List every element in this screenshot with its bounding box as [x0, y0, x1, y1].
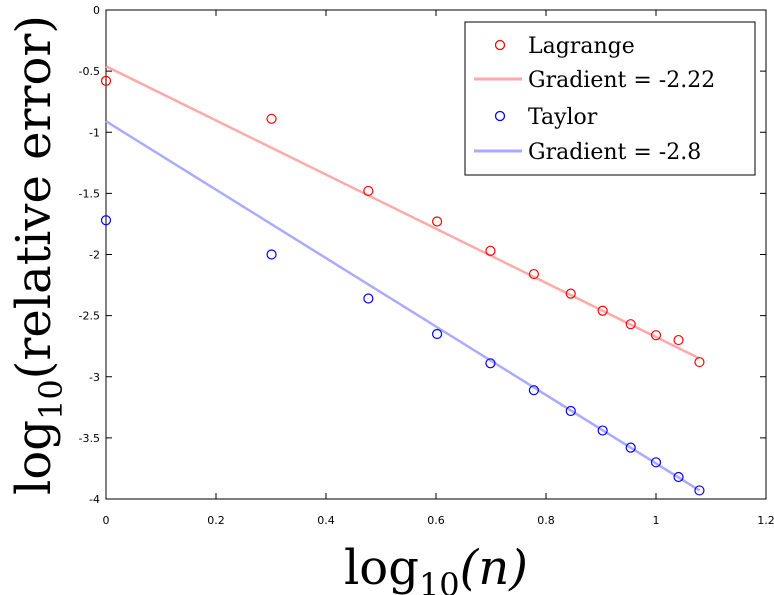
data-point-2-1	[266, 249, 277, 260]
legend-marker-taylor	[494, 110, 506, 122]
y-axis-ticks: 0 -0.5 -1 -1.5 -2 -2.5 -3 -3.5 -4	[79, 4, 766, 506]
y-tick-label-1: -0.5	[79, 65, 100, 78]
x-axis-title: log10(n)	[344, 540, 528, 595]
data-point-0-4	[485, 245, 496, 256]
fit-line-1	[105, 65, 701, 360]
data-points	[100, 75, 705, 496]
data-point-2-6	[565, 405, 576, 417]
data-point-0-7	[597, 305, 608, 316]
data-point-0-0	[100, 75, 112, 87]
data-point-0-2	[363, 185, 374, 197]
y-axis-title: log10(relative error)	[6, 15, 70, 495]
data-point-0-3	[432, 216, 443, 227]
data-point-2-0	[100, 215, 112, 226]
y-tick-label-2: -1	[89, 126, 100, 139]
y-axis-title-main: log	[6, 420, 62, 495]
data-point-2-11	[694, 485, 705, 496]
x-tick-label-5: 1	[653, 514, 660, 527]
data-point-0-6	[565, 288, 576, 299]
legend-label-taylor-fit: Gradient = -2.8	[528, 140, 701, 165]
x-tick-label-4: 0.8	[537, 514, 555, 527]
y-axis-title-sub: 10	[32, 379, 70, 420]
legend-label-taylor: Taylor	[528, 105, 598, 130]
x-axis-ticks: 0 0.2 0.4 0.6 0.8 1 1.2	[103, 10, 774, 527]
svg-text:log10(n): log10(n)	[344, 540, 528, 595]
x-axis-title-main: log	[344, 540, 419, 595]
legend-label-lagrange-fit: Gradient = -2.22	[528, 68, 715, 93]
x-tick-label-1: 0.2	[207, 514, 225, 527]
x-tick-label-3: 0.6	[427, 514, 445, 527]
legend-marker-lagrange	[494, 39, 506, 51]
fit-lines	[105, 65, 701, 492]
data-point-0-5	[528, 268, 540, 280]
data-point-2-8	[625, 442, 636, 453]
data-point-2-5	[528, 385, 540, 396]
legend-label-lagrange: Lagrange	[528, 34, 635, 59]
x-axis-title-rest: (n)	[460, 540, 528, 595]
x-tick-label-2: 0.4	[317, 514, 335, 527]
fit-line-3	[105, 120, 701, 492]
data-point-0-1	[266, 113, 277, 124]
data-point-2-2	[363, 293, 374, 304]
y-tick-label-8: -4	[89, 493, 100, 506]
y-axis-title-rest: (relative error)	[6, 15, 62, 379]
svg-text:log10(relative error): log10(relative error)	[6, 15, 70, 495]
y-tick-label-0: 0	[93, 4, 100, 17]
data-point-2-3	[432, 328, 443, 340]
y-tick-label-4: -2	[89, 249, 100, 262]
y-tick-label-3: -1.5	[79, 187, 100, 200]
y-tick-label-7: -3.5	[79, 432, 100, 445]
x-tick-label-6: 1.2	[757, 514, 774, 527]
data-point-0-8	[625, 319, 636, 330]
x-tick-label-0: 0	[103, 514, 110, 527]
data-point-2-9	[650, 457, 662, 468]
y-tick-label-6: -3	[89, 371, 100, 384]
data-point-0-11	[694, 356, 705, 368]
data-point-0-9	[650, 330, 662, 341]
data-point-2-7	[597, 425, 608, 436]
x-axis-title-sub: 10	[419, 566, 460, 595]
legend: Lagrange Gradient = -2.22 Taylor Gradien…	[464, 21, 756, 176]
data-point-2-4	[485, 358, 496, 369]
data-point-2-10	[673, 471, 684, 483]
y-tick-label-5: -2.5	[79, 310, 100, 323]
data-point-0-10	[673, 334, 684, 346]
